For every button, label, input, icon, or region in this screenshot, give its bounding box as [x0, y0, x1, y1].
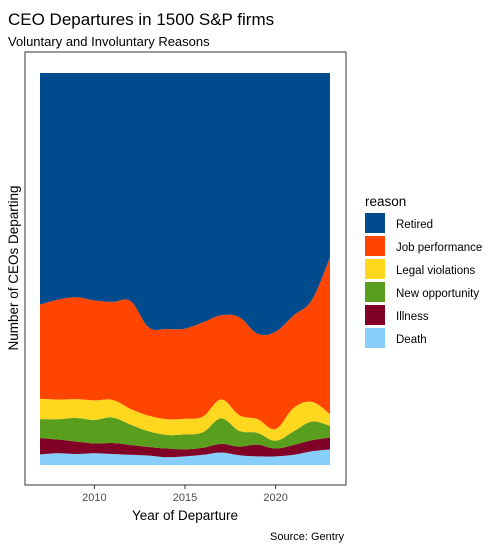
chart-caption: Source: Gentry: [270, 531, 344, 543]
area-illness: [40, 437, 330, 458]
legend-key-death: [365, 328, 385, 348]
x-tick-label-2010: 2010: [82, 492, 106, 504]
x-axis: 2010 2015 2020: [82, 485, 288, 504]
legend-label-job-performance: Job performance: [396, 242, 482, 254]
x-axis-label: Year of Departure: [132, 508, 238, 523]
legend-key-legal-violations: [365, 259, 385, 279]
area-legal-violations: [40, 398, 330, 441]
area-layers: [40, 73, 330, 465]
legend-key-illness: [365, 305, 385, 325]
chart-subtitle: Voluntary and Involuntary Reasons: [8, 34, 210, 49]
legend-title: reason: [365, 194, 406, 209]
legend-label-legal-violations: Legal violations: [396, 265, 476, 277]
x-tick-label-2015: 2015: [173, 492, 197, 504]
area-death: [40, 449, 330, 465]
legend-label-illness: Illness: [396, 311, 429, 323]
legend-label-new-opportunity: New opportunity: [396, 288, 479, 300]
legend-key-retired: [365, 213, 385, 233]
y-axis-label: Number of CEOs Departing: [6, 185, 21, 350]
chart-title: CEO Departures in 1500 S&P firms: [8, 10, 274, 29]
area-retired: [40, 73, 330, 336]
legend: Retired Job performance Legal violations Ne…: [365, 213, 482, 348]
x-tick-label-2020: 2020: [263, 492, 287, 504]
area-job-performance: [40, 257, 330, 430]
legend-key-new-opportunity: [365, 282, 385, 302]
legend-label-retired: Retired: [396, 219, 433, 231]
legend-key-job-performance: [365, 236, 385, 256]
legend-label-death: Death: [396, 334, 427, 346]
area-new-opportunity: [40, 417, 330, 450]
